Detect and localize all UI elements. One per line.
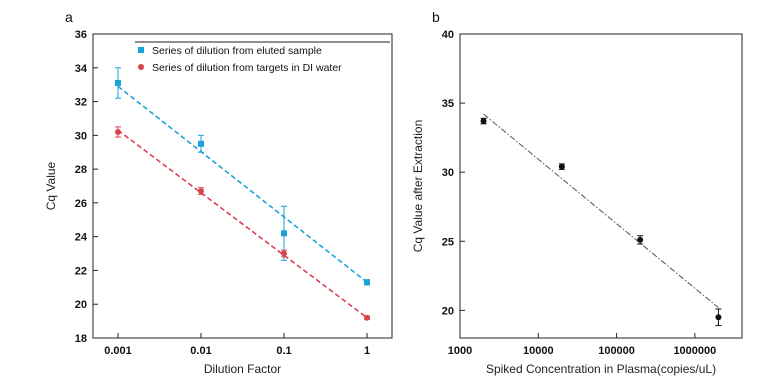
y-tick-label: 30 [75,130,87,142]
plot-frame [459,33,743,339]
x-tick-label: 100000 [598,345,635,357]
y-tick-label: 28 [75,164,87,176]
legend: Series of dilution from eluted sample Ser… [135,41,390,74]
y-axis-label: Cq Value [44,161,58,210]
legend-label: Series of dilution from targets in DI wa… [152,62,342,74]
y-tick-label: 18 [75,333,87,345]
y-tick-label: 32 [75,97,87,109]
y-tick-label: 22 [75,265,87,277]
x-tick-label: 10000 [523,345,554,357]
x-tick-label: 1000 [448,345,472,357]
y-axis-label: Cq Value after Extraction [411,120,425,253]
chart-panel-a: a 18 20 22 24 26 28 30 32 34 36 0.001 0.01 0.1 1 Diluti… [44,9,393,376]
data-point [558,163,565,170]
data-point [197,188,204,195]
y-tick-label: 20 [442,305,454,317]
y-tick-label: 36 [75,29,87,41]
y-tick-label: 26 [75,198,87,210]
y-tick-label: 30 [442,167,454,179]
fit-line [117,85,368,283]
y-tick-label: 35 [442,98,454,110]
y-tick-label: 40 [442,29,454,41]
legend-label: Series of dilution from eluted sample [152,45,322,57]
x-tick-label: 0.1 [276,345,291,357]
x-tick-label: 1000000 [673,345,716,357]
y-tick-label: 20 [75,299,87,311]
data-point [364,279,371,286]
fit-line [117,129,368,319]
series-1 [114,126,371,321]
plot-frame [92,33,393,339]
panel-label: b [432,9,440,25]
x-axis-label: Dilution Factor [204,362,281,376]
series-0 [480,113,722,327]
data-point [715,314,722,321]
x-tick-label: 0.001 [104,345,132,357]
x-axis-label: Spiked Concentration in Plasma(copies/uL… [486,362,716,376]
chart-panel-b: b 20 25 30 35 40 1000 10000 100000 1000000 Spiked … [411,9,743,376]
x-tick-label: 0.01 [190,345,211,357]
data-point [364,314,371,321]
data-point [637,236,644,243]
data-point [281,230,288,237]
fit-line [483,113,719,308]
data-point [114,128,121,135]
legend-marker [138,47,144,53]
data-point [197,140,204,147]
y-tick-label: 34 [75,63,88,75]
series-0 [114,67,371,286]
panel-label: a [65,9,73,25]
y-tick-label: 24 [75,232,88,244]
data-point [281,250,288,257]
y-tick-label: 25 [442,236,454,248]
data-point [480,118,487,125]
x-tick-label: 1 [364,345,370,357]
legend-marker [138,64,144,70]
data-point [114,79,121,86]
